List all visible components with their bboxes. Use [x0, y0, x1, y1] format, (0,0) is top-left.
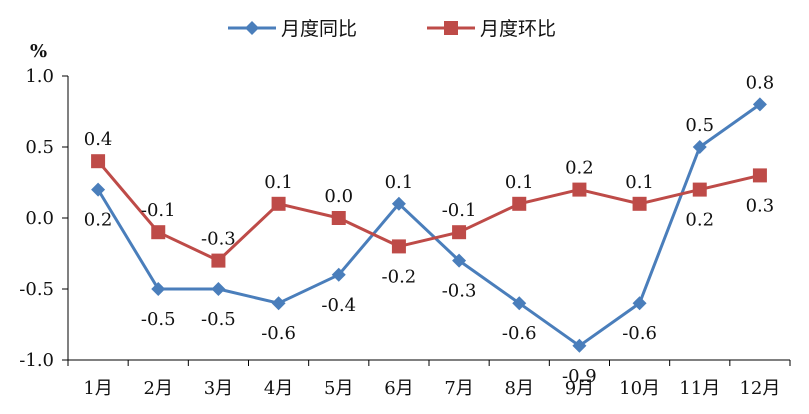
series-1-data-label: -0.4: [321, 295, 356, 316]
series-2-data-label: 0.2: [565, 158, 594, 179]
series-2-point: [331, 211, 346, 225]
x-tick-label: 4月: [264, 378, 293, 399]
series-2-data-label: 0.0: [324, 186, 353, 207]
series-1-point: [391, 196, 406, 211]
series-2-point: [452, 225, 467, 240]
x-tick-label: 8月: [505, 378, 534, 399]
series-1-point: [572, 338, 587, 353]
unit-label: %: [30, 41, 47, 62]
series-1-point: [211, 282, 226, 296]
series-1-point: [752, 97, 767, 112]
series-2-point: [572, 182, 587, 197]
series-lines: [96, 103, 761, 348]
series-1-data-label: -0.5: [201, 309, 236, 330]
series-line-2: [96, 160, 761, 263]
legend-square-marker: [444, 21, 458, 35]
series-markers: [91, 97, 767, 353]
legend-diamond-marker: [245, 21, 259, 35]
series-1-data-label: -0.9: [562, 366, 597, 387]
x-tick-label: 5月: [324, 378, 353, 399]
x-tick-label: 2月: [144, 378, 173, 399]
data-labels: 0.2 0.4 -0.5 -0.1 -0.5 -0.3 -0.6 0.1 -0.4 0.0 0.1 -…: [84, 72, 774, 386]
series-2-point: [632, 196, 647, 211]
series-line-1: [96, 103, 761, 348]
series-1-data-label: 0.5: [685, 115, 714, 136]
series-2-data-label: -0.2: [382, 266, 417, 287]
legend-label-series-2: 月度环比: [480, 18, 556, 40]
x-tick-label: 3月: [204, 378, 233, 399]
y-tick-label: 0.0: [25, 208, 54, 229]
series-1-point: [692, 140, 707, 154]
series-2-data-label: 0.4: [84, 129, 113, 150]
series-1-data-label: -0.3: [442, 281, 477, 302]
series-1-data-label: 0.8: [746, 72, 775, 93]
x-tick-label: 1月: [83, 378, 112, 399]
series-2-point: [391, 239, 406, 254]
series-2-data-label: 0.1: [264, 172, 293, 193]
y-tick-label: -1.0: [19, 350, 54, 371]
series-2-point: [512, 196, 527, 211]
series-1-point: [331, 267, 346, 282]
y-tick-label: -0.5: [19, 279, 54, 300]
series-2-data-label: 0.3: [746, 195, 775, 216]
series-1-point: [91, 182, 106, 197]
series-1-point: [512, 296, 527, 311]
series-2-point: [692, 182, 707, 197]
x-tick-label: 9月: [565, 378, 594, 399]
x-tick-label: 11月: [679, 378, 720, 399]
series-2-point: [271, 196, 286, 211]
legend: 月度同比 月度环比: [228, 18, 556, 40]
series-2-data-label: -0.3: [201, 229, 236, 250]
legend-item-series-1: 月度同比: [228, 18, 357, 40]
series-2-data-label: 0.2: [685, 210, 714, 231]
series-2-data-label: -0.1: [442, 200, 477, 221]
series-1-data-label: -0.6: [622, 323, 657, 344]
series-1-data-label: -0.6: [261, 323, 296, 344]
series-1-data-label: -0.5: [141, 309, 176, 330]
series-1-data-label: 0.2: [84, 210, 113, 231]
series-1-data-label: 0.1: [385, 172, 414, 193]
legend-label-series-1: 月度同比: [281, 18, 357, 40]
x-tick-label: 7月: [444, 378, 473, 399]
series-2-data-label: 0.1: [505, 172, 534, 193]
series-2-point: [752, 168, 767, 183]
series-2-data-label: 0.1: [625, 172, 654, 193]
series-1-point: [452, 253, 467, 268]
y-tick-label: 0.5: [25, 137, 54, 158]
series-2-data-label: -0.1: [141, 200, 176, 221]
x-ticks: 1月 2月 3月 4月 5月 6月 7月 8月 9月 10月 11月 12月: [67, 360, 791, 399]
y-tick-label: 1.0: [25, 66, 54, 87]
y-ticks: 1.0 0.5 0.0 -0.5 -1.0: [19, 66, 68, 371]
x-tick-label: 12月: [739, 378, 780, 399]
series-2-point: [151, 225, 166, 240]
series-1-point: [271, 296, 286, 311]
series-1-point: [151, 282, 166, 296]
series-1-data-label: -0.6: [502, 323, 537, 344]
series-2-point: [91, 154, 106, 169]
x-tick-label: 10月: [619, 378, 660, 399]
series-1-point: [632, 296, 647, 311]
series-2-point: [211, 253, 226, 268]
x-tick-label: 6月: [384, 378, 413, 399]
legend-item-series-2: 月度环比: [427, 18, 556, 40]
